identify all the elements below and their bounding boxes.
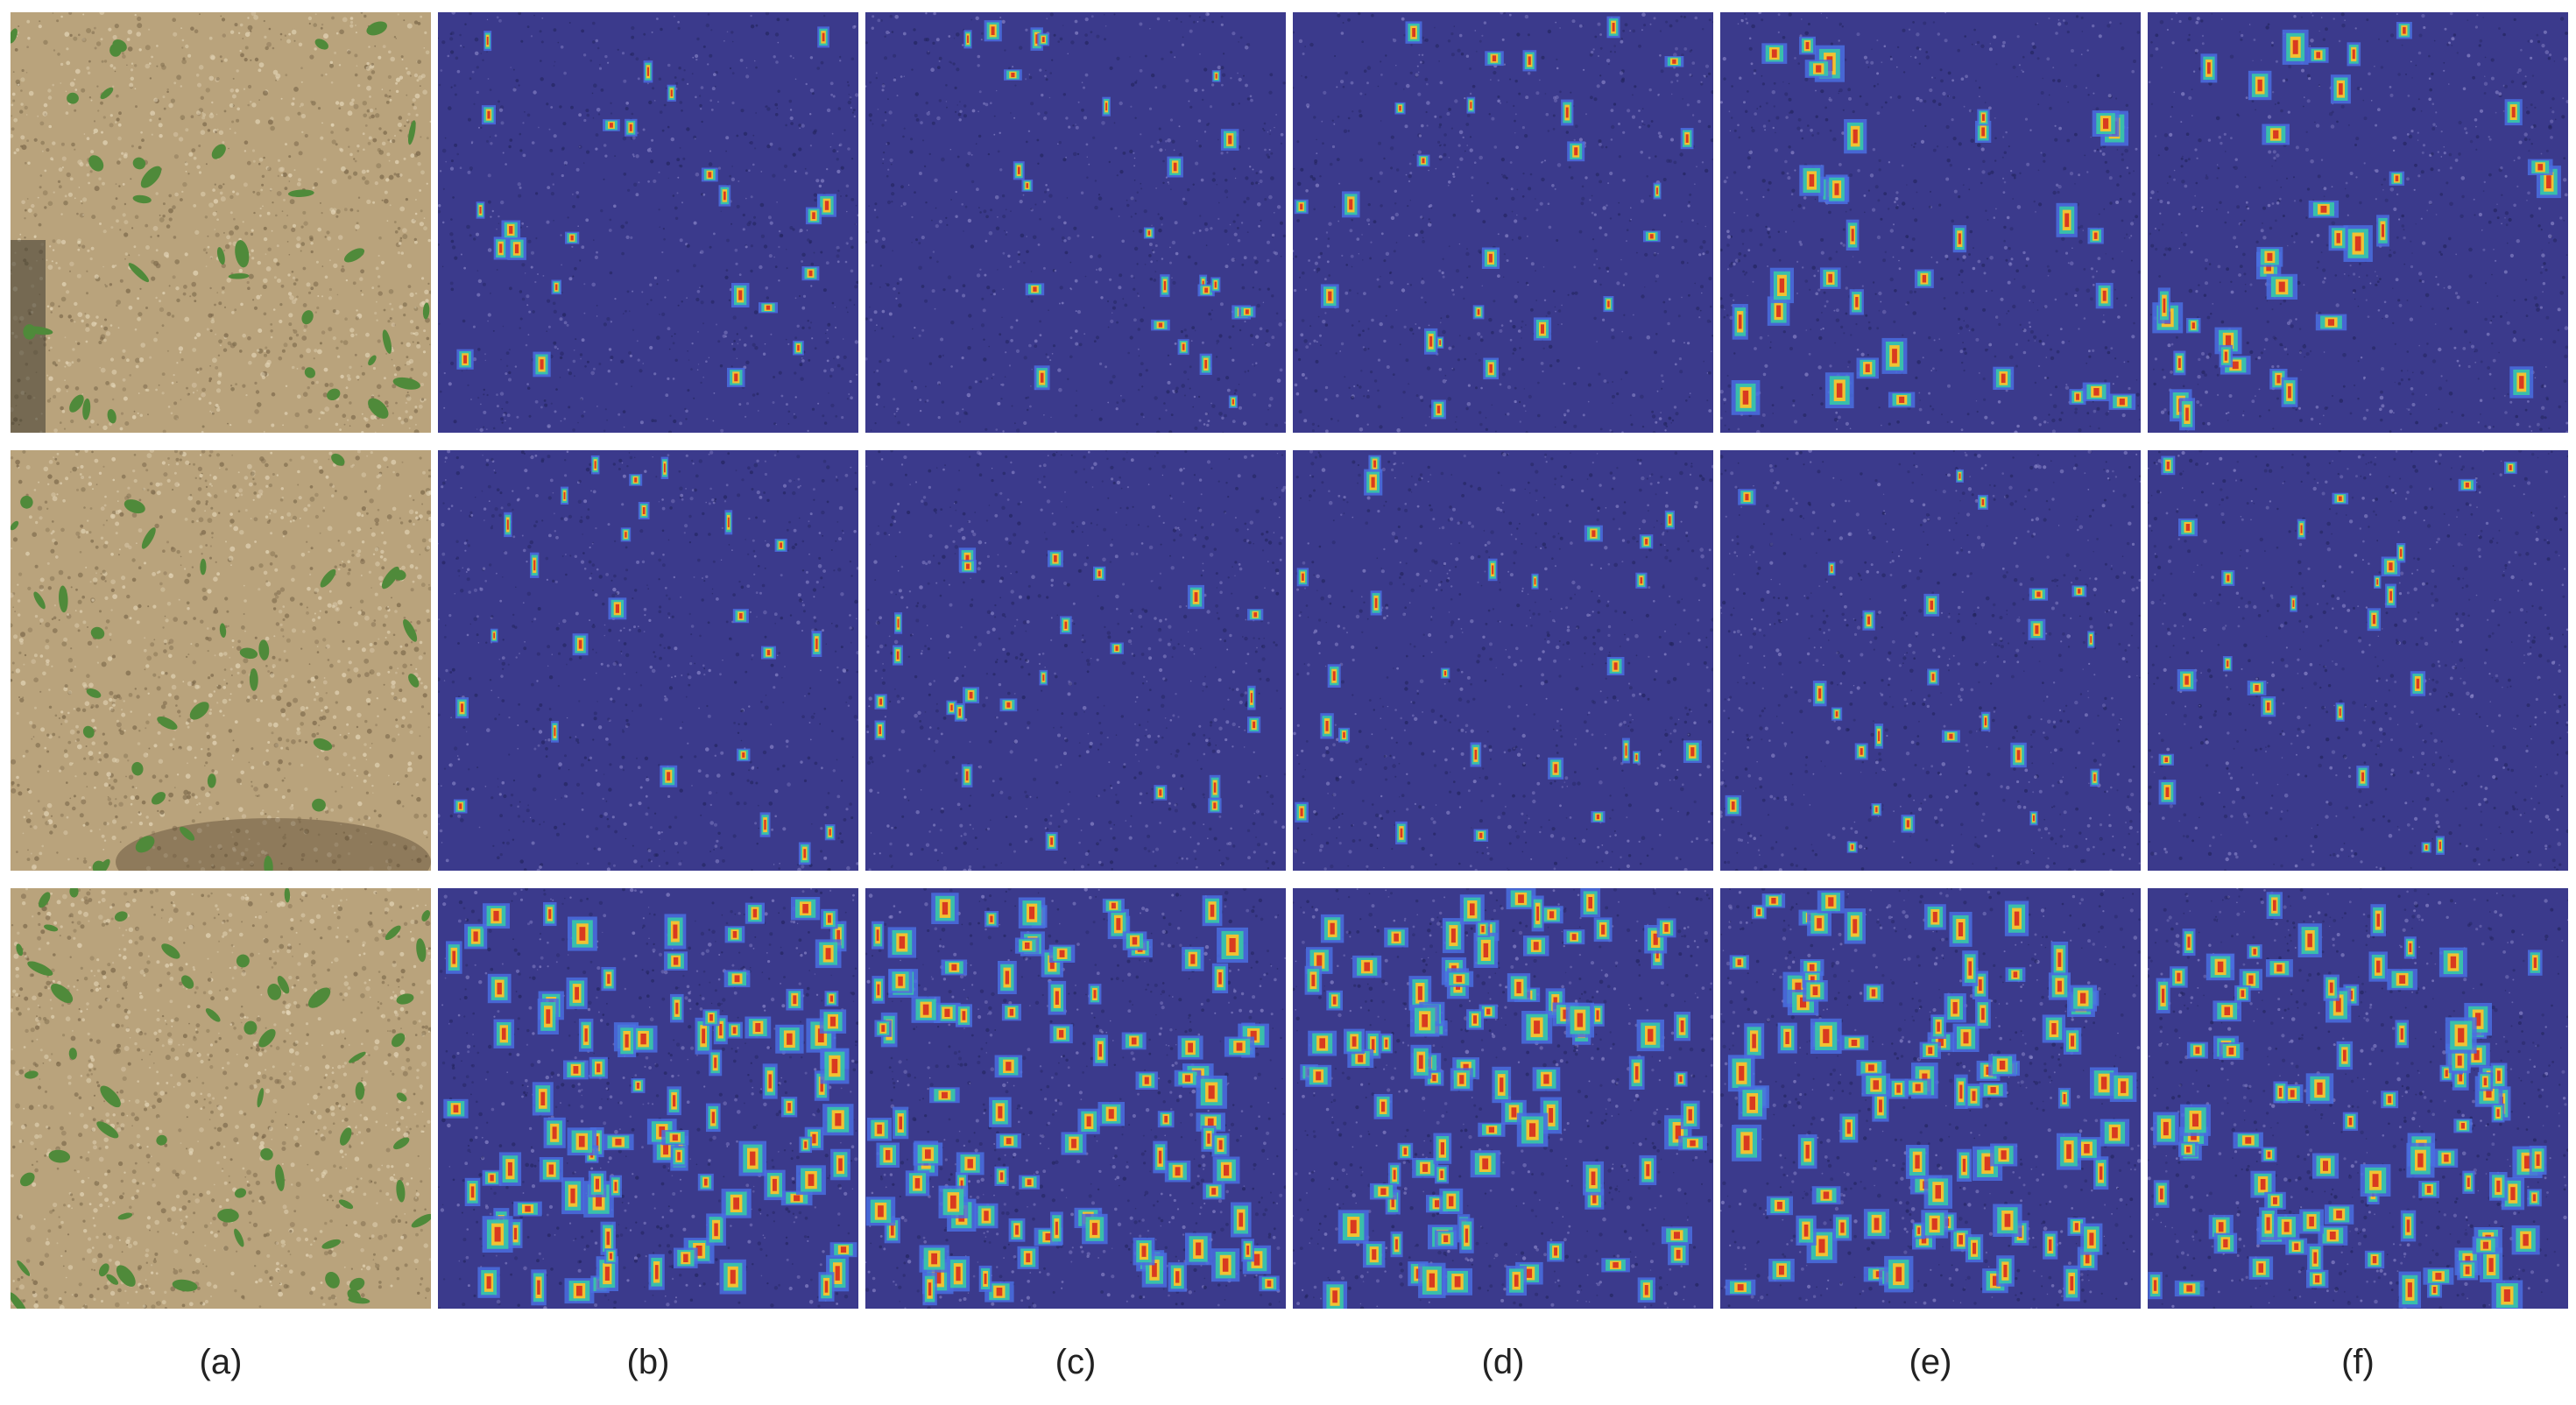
field-photo	[11, 450, 431, 871]
heatmap-overlay-image	[438, 12, 858, 433]
panel-caption: (c)	[865, 1340, 1286, 1384]
heatmap-overlay-image	[1720, 450, 2141, 871]
field-photo	[11, 888, 431, 1309]
heatmap-overlay-image	[1293, 450, 1713, 871]
heatmap-overlay-image	[438, 888, 858, 1309]
heatmap-overlay-image	[865, 888, 1286, 1309]
heatmap-overlay-image	[2148, 12, 2568, 433]
heatmap-overlay-image	[1293, 888, 1713, 1309]
panel-caption: (f)	[2148, 1340, 2568, 1384]
field-photo	[11, 12, 431, 433]
panel-caption: (e)	[1720, 1340, 2141, 1384]
heatmap-overlay-image	[865, 12, 1286, 433]
heatmap-overlay-image	[2148, 450, 2568, 871]
heatmap-overlay-image	[438, 450, 858, 871]
panel-caption: (d)	[1293, 1340, 1713, 1384]
panel-caption: (a)	[11, 1340, 431, 1384]
heatmap-overlay-image	[2148, 888, 2568, 1309]
heatmap-overlay-image	[1293, 12, 1713, 433]
heatmap-overlay-image	[865, 450, 1286, 871]
heatmap-overlay-image	[1720, 888, 2141, 1309]
panel-caption: (b)	[438, 1340, 858, 1384]
heatmap-overlay-image	[1720, 12, 2141, 433]
